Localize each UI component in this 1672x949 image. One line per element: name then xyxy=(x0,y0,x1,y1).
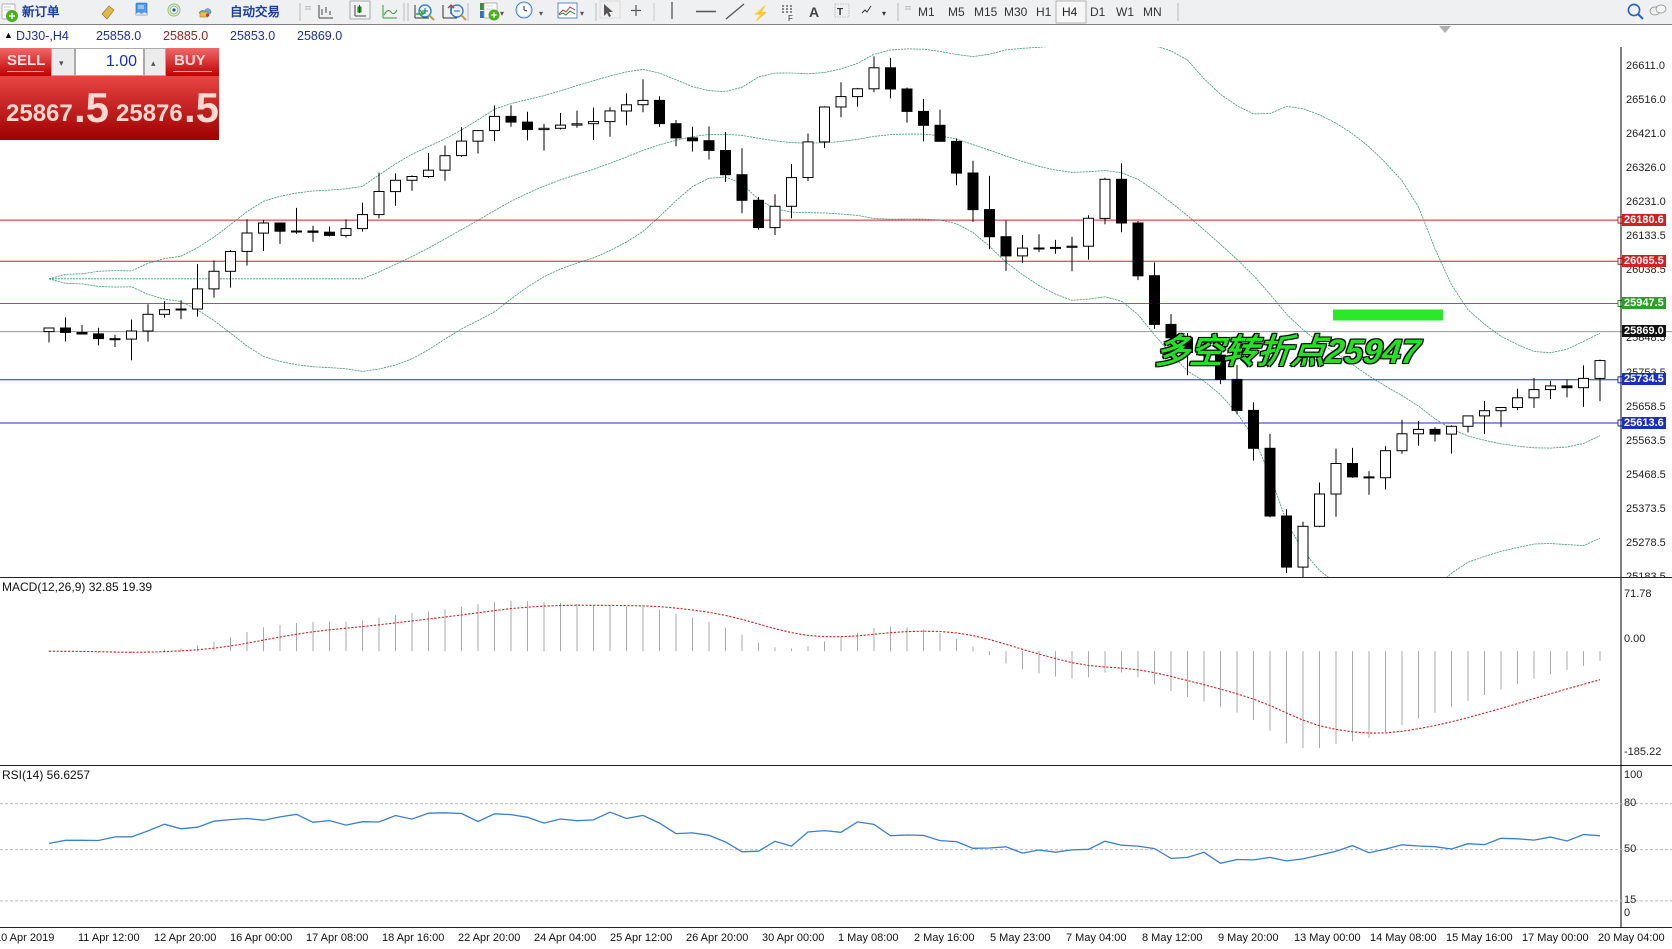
svg-text:A: A xyxy=(809,4,819,20)
svg-text:M5: M5 xyxy=(948,5,965,19)
svg-text:▾: ▾ xyxy=(539,9,543,18)
svg-text:M15: M15 xyxy=(974,5,998,19)
svg-text:自动交易: 自动交易 xyxy=(230,4,280,19)
svg-text:M30: M30 xyxy=(1004,5,1028,19)
svg-text:W1: W1 xyxy=(1116,5,1134,19)
svg-text:▾: ▾ xyxy=(882,9,886,18)
svg-text:H1: H1 xyxy=(1036,5,1052,19)
svg-text:F: F xyxy=(788,14,793,23)
svg-text:T: T xyxy=(837,7,843,18)
svg-text:MN: MN xyxy=(1143,5,1162,19)
svg-text:H4: H4 xyxy=(1062,5,1078,19)
svg-text:M1: M1 xyxy=(918,5,935,19)
svg-text:新订单: 新订单 xyxy=(22,4,60,19)
svg-text:▾: ▾ xyxy=(500,9,504,18)
svg-text:D1: D1 xyxy=(1090,5,1106,19)
svg-text:⚡: ⚡ xyxy=(752,5,769,22)
svg-text:▾: ▾ xyxy=(580,9,584,18)
